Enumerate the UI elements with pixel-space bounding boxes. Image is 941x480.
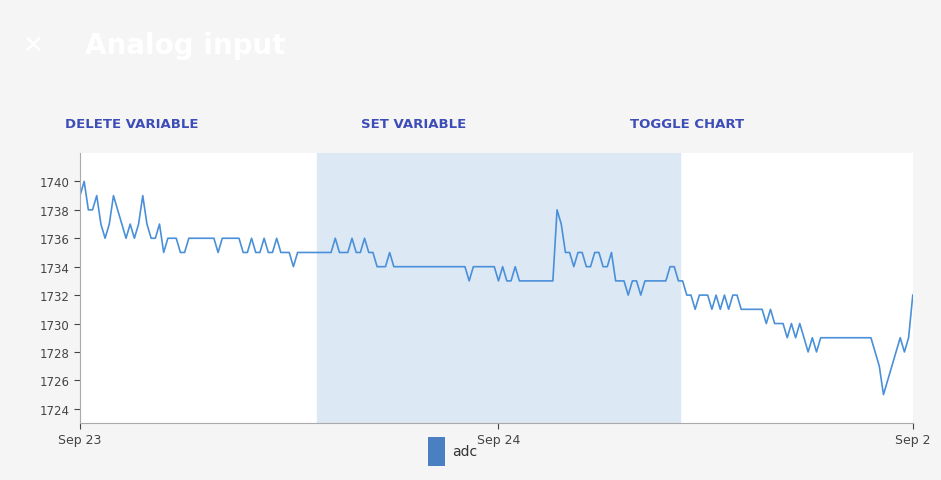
Text: ✕: ✕	[23, 34, 43, 58]
Text: DELETE VARIABLE: DELETE VARIABLE	[65, 117, 199, 130]
Text: adc: adc	[452, 444, 477, 458]
Bar	[317, 154, 679, 423]
Text: SET VARIABLE: SET VARIABLE	[361, 117, 467, 130]
FancyBboxPatch shape	[428, 437, 445, 466]
Text: Analog input: Analog input	[85, 32, 285, 60]
Text: TOGGLE CHART: TOGGLE CHART	[630, 117, 744, 130]
